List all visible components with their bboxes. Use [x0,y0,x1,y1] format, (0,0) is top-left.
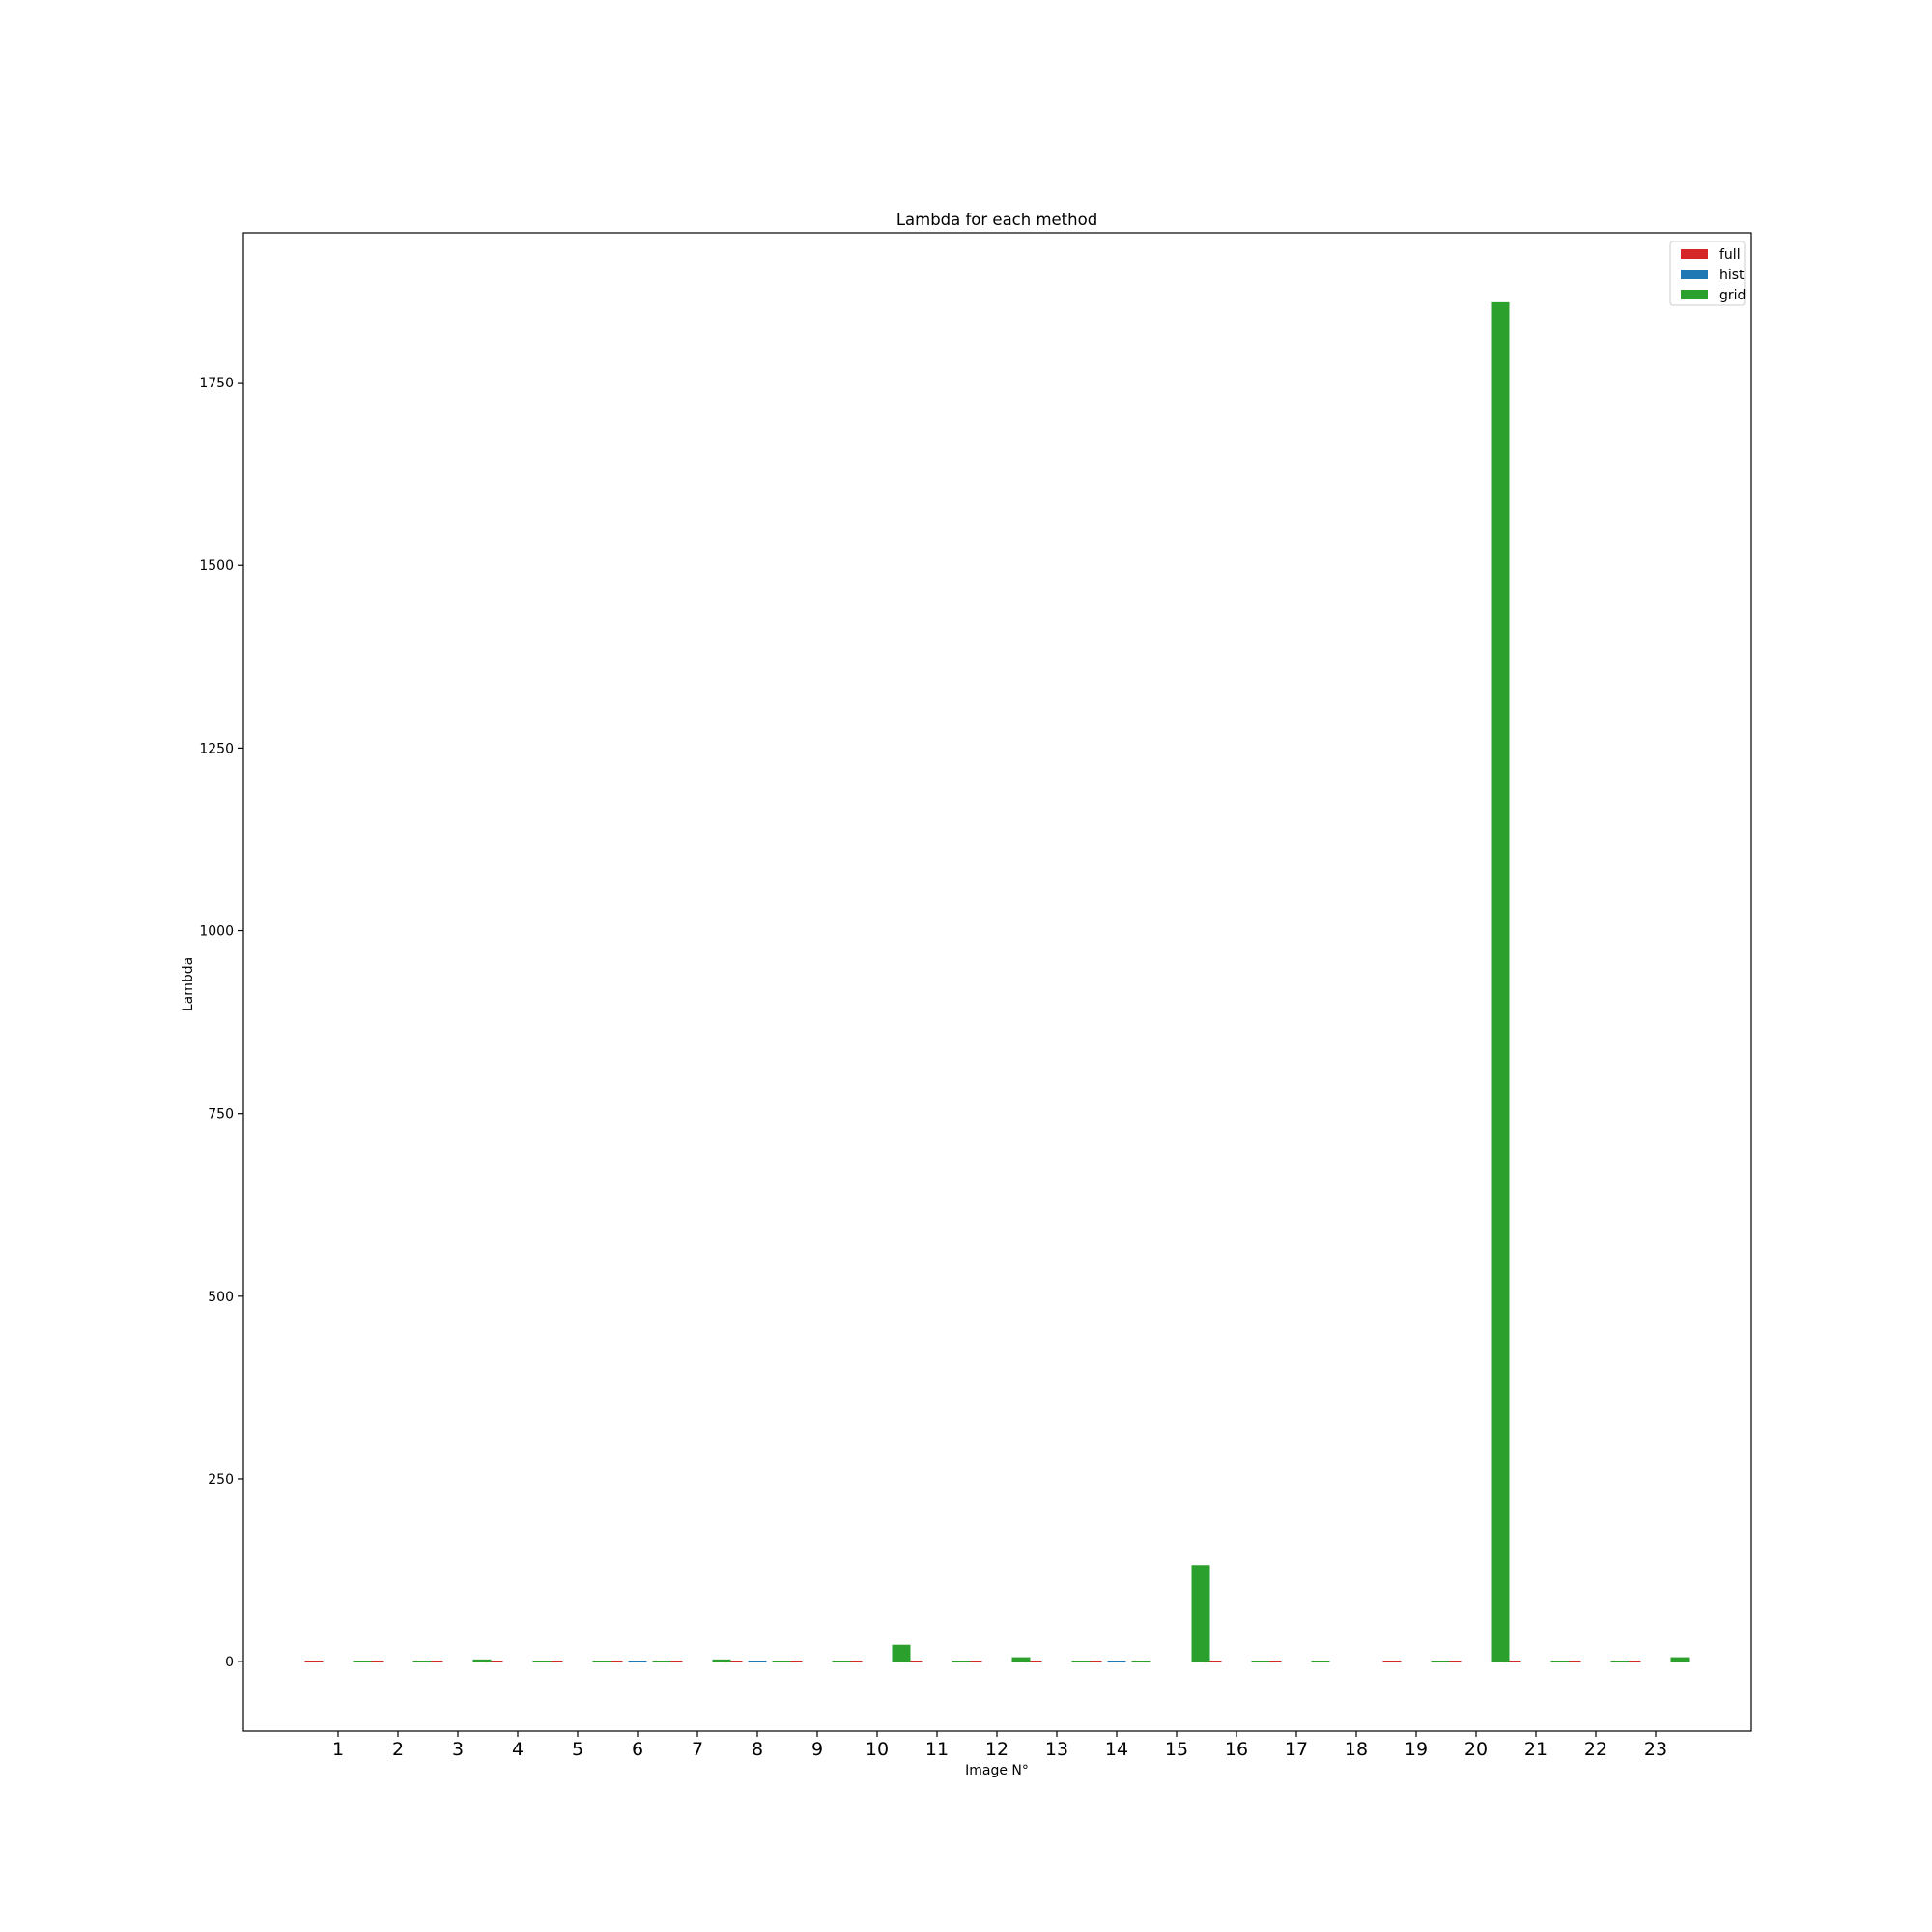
bar-full-7 [664,1660,683,1662]
x-tick-label: 17 [1285,1739,1308,1760]
y-axis: 0 250 500 750 1000 1250 1500 1750 [199,376,243,1670]
x-tick-label: 18 [1345,1739,1368,1760]
x-axis: 1 2 3 4 5 6 7 8 9 10 11 12 13 14 15 16 17 18 19 20 21 22 23 [332,1731,1667,1760]
bar-grid-4 [532,1660,552,1662]
bar-grid-6 [652,1660,671,1662]
bar-full-5 [544,1660,563,1662]
bar-full-20 [1442,1660,1462,1662]
x-tick-label: 12 [985,1739,1009,1760]
bar-full-8 [724,1660,743,1662]
x-tick-label: 21 [1524,1739,1548,1760]
bar-grid-23 [1670,1657,1690,1662]
legend-swatch-full [1681,249,1708,259]
x-tick-label: 3 [452,1739,464,1760]
x-tick-label: 14 [1105,1739,1128,1760]
y-tick-label: 250 [208,1472,234,1488]
chart-title: Lambda for each method [896,211,1097,229]
bar-grid-10 [892,1644,911,1662]
bar-grid-2 [412,1660,432,1662]
bar-full-10 [843,1660,863,1662]
bar-grid-7 [712,1659,731,1662]
x-tick-label: 5 [572,1739,583,1760]
bar-full-6 [604,1660,623,1662]
plot-frame [242,232,1752,1732]
bar-grid-20 [1491,301,1510,1662]
bar-grid-16 [1251,1660,1270,1662]
legend: full hist grid [1669,241,1746,306]
bar-full-3 [424,1660,443,1662]
bars [304,301,1690,1662]
x-tick-label: 10 [866,1739,889,1760]
x-tick-label: 22 [1584,1739,1607,1760]
y-tick-label: 1250 [199,741,234,756]
bar-full-23 [1622,1660,1641,1662]
bar-full-16 [1203,1660,1222,1662]
bar-full-13 [1023,1660,1042,1662]
bar-hist-14 [1107,1660,1126,1662]
y-tick-label: 0 [225,1655,234,1670]
x-tick-label: 20 [1464,1739,1488,1760]
x-tick-label: 19 [1405,1739,1428,1760]
bar-full-17 [1263,1660,1282,1662]
x-tick-label: 4 [512,1739,524,1760]
y-tick-label: 500 [208,1290,234,1305]
bar-full-11 [903,1660,923,1662]
x-tick-label: 8 [752,1739,763,1760]
legend-label-hist: hist [1719,268,1745,283]
bar-full-9 [783,1660,803,1662]
x-tick-label: 11 [925,1739,949,1760]
x-tick-label: 16 [1225,1739,1248,1760]
bar-full-12 [963,1660,982,1662]
bar-full-4 [484,1660,503,1662]
bar-grid-17 [1311,1660,1330,1662]
bar-grid-15 [1191,1565,1210,1662]
x-axis-label: Image N° [965,1763,1029,1778]
bar-grid-8 [772,1660,791,1662]
y-tick-label: 1000 [199,924,234,940]
bar-hist-6 [628,1660,647,1662]
bar-grid-12 [1011,1657,1031,1662]
x-tick-label: 9 [811,1739,823,1760]
bar-grid-5 [592,1660,611,1662]
legend-swatch-grid [1681,290,1708,299]
bar-grid-11 [952,1660,971,1662]
legend-swatch-hist [1681,270,1708,279]
bar-grid-3 [472,1659,492,1662]
bar-grid-9 [832,1660,851,1662]
bar-full-14 [1083,1660,1102,1662]
x-tick-label: 7 [692,1739,703,1760]
y-tick-label: 750 [208,1107,234,1122]
legend-label-full: full [1719,247,1741,263]
bar-grid-22 [1610,1660,1630,1662]
bar-grid-1 [353,1660,372,1662]
bar-grid-13 [1071,1660,1091,1662]
x-tick-label: 23 [1644,1739,1667,1760]
bar-hist-8 [748,1660,767,1662]
x-tick-label: 13 [1045,1739,1068,1760]
y-axis-label: Lambda [181,957,196,1011]
bar-full-1 [304,1660,324,1662]
x-tick-label: 1 [332,1739,344,1760]
bar-full-19 [1382,1660,1402,1662]
bar-grid-14 [1131,1660,1151,1662]
y-tick-label: 1750 [199,376,234,391]
bar-grid-19 [1431,1660,1450,1662]
bar-grid-21 [1550,1660,1570,1662]
x-tick-label: 15 [1165,1739,1188,1760]
x-tick-label: 2 [392,1739,404,1760]
y-tick-label: 1500 [199,558,234,574]
bar-full-21 [1502,1660,1521,1662]
legend-label-grid: grid [1719,288,1746,303]
bar-full-22 [1562,1660,1581,1662]
bar-full-2 [364,1660,384,1662]
x-tick-label: 6 [632,1739,643,1760]
